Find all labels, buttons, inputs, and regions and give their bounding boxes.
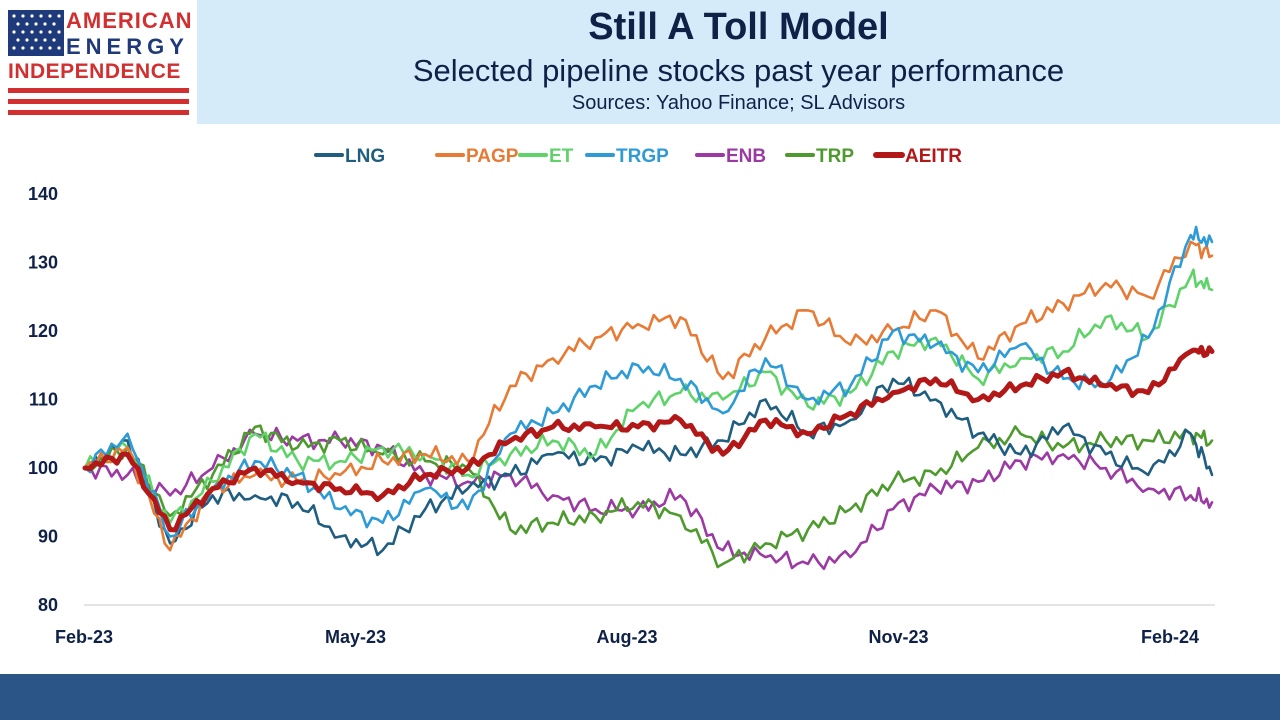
series-line-pagp <box>83 240 1214 552</box>
legend-label-lng: LNG <box>345 146 385 167</box>
y-tick-label: 110 <box>29 390 58 410</box>
x-axis: Feb-23 May-23 Aug-23 Nov-23 Feb-24 <box>55 604 1215 647</box>
chart-legend: LNG PAGP ET TRGP ENB TRP AEITR <box>314 146 962 167</box>
legend-label-et: ET <box>549 146 574 167</box>
logo: AMERICAN ENERGY INDEPENDENCE <box>0 0 197 124</box>
series-line-et <box>83 268 1214 525</box>
flag-stars <box>12 14 61 50</box>
logo-word-american: AMERICAN <box>66 8 193 33</box>
flag-canton <box>8 10 64 56</box>
y-axis: 80 90 100 110 120 130 140 <box>28 184 58 615</box>
x-tick-label: Aug-23 <box>596 627 657 647</box>
flag-logo <box>8 10 189 115</box>
footer-band <box>0 674 1280 720</box>
logo-word-independence: INDEPENDENCE <box>8 60 181 83</box>
series-line-enb <box>83 426 1214 571</box>
series-line-aeitr <box>82 344 1215 533</box>
chart-title: Still A Toll Model <box>588 6 889 48</box>
x-tick-label: May-23 <box>325 627 386 647</box>
y-tick-label: 80 <box>38 595 58 615</box>
legend-label-aeitr: AEITR <box>905 146 962 167</box>
flag-stripe <box>8 88 189 93</box>
flag-stripe <box>8 99 189 104</box>
y-tick-label: 130 <box>28 253 58 273</box>
y-tick-label: 90 <box>38 527 58 547</box>
chart-lines <box>82 225 1215 571</box>
y-tick-label: 140 <box>28 184 58 204</box>
y-tick-label: 120 <box>28 321 58 341</box>
chart-sources: Sources: Yahoo Finance; SL Advisors <box>571 92 906 114</box>
flag-stripe <box>8 110 189 115</box>
series-line-lng <box>83 376 1214 557</box>
legend-label-enb: ENB <box>726 146 766 167</box>
x-tick-label: Nov-23 <box>868 627 928 647</box>
y-tick-label: 100 <box>28 458 58 478</box>
legend-label-trgp: TRGP <box>616 146 669 167</box>
logo-word-energy: ENERGY <box>66 34 189 59</box>
series-line-trgp <box>83 225 1214 538</box>
x-tick-label: Feb-23 <box>55 627 113 647</box>
chart-subtitle: Selected pipeline stocks past year perfo… <box>412 53 1065 88</box>
series-line-trp <box>83 424 1214 569</box>
line-chart: LNG PAGP ET TRGP ENB TRP AEITR 80 90 100 110 120 13… <box>28 146 1215 647</box>
legend-label-pagp: PAGP <box>466 146 519 167</box>
legend-label-trp: TRP <box>816 146 854 167</box>
x-tick-label: Feb-24 <box>1141 627 1199 647</box>
header-band <box>197 0 1280 124</box>
